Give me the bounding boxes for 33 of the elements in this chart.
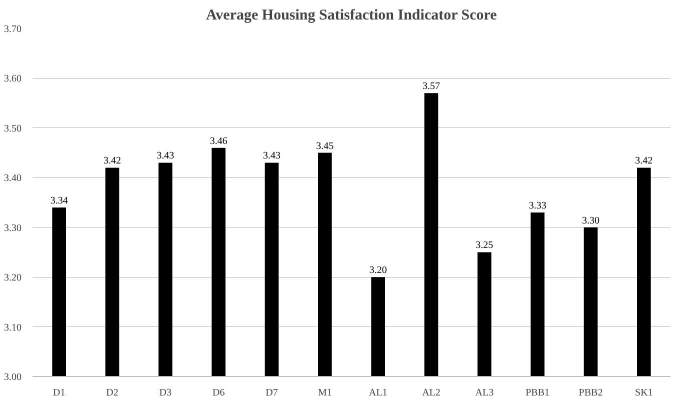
x-tick-label: AL2 bbox=[422, 388, 440, 398]
chart-title: Average Housing Satisfaction Indicator Score bbox=[206, 8, 498, 24]
y-tick-label: 3.60 bbox=[4, 74, 22, 85]
x-tick-label: AL1 bbox=[368, 388, 388, 398]
data-label: 3.20 bbox=[369, 265, 387, 276]
data-label: 3.30 bbox=[582, 215, 600, 226]
x-tick-label: PBB2 bbox=[578, 388, 603, 398]
x-tick-label: D7 bbox=[266, 388, 278, 398]
y-tick-label: 3.50 bbox=[4, 123, 22, 134]
data-label: 3.46 bbox=[210, 136, 228, 147]
data-label: 3.57 bbox=[422, 81, 440, 92]
data-label: 3.45 bbox=[316, 140, 334, 152]
data-label: 3.43 bbox=[156, 150, 174, 162]
x-tick-label: D3 bbox=[159, 388, 172, 398]
x-tick-label: AL3 bbox=[475, 388, 494, 398]
data-label: 3.43 bbox=[263, 150, 280, 162]
y-tick-label: 3.00 bbox=[4, 372, 22, 383]
data-label: 3.42 bbox=[635, 156, 653, 167]
x-tick-label: SK1 bbox=[635, 388, 653, 398]
y-tick-label: 3.10 bbox=[4, 322, 22, 334]
data-label: 3.33 bbox=[528, 200, 546, 212]
x-tick-label: D1 bbox=[52, 388, 66, 398]
x-tick-label: D6 bbox=[212, 388, 225, 398]
y-tick-label: 3.30 bbox=[4, 222, 22, 234]
data-label: 3.34 bbox=[50, 195, 68, 206]
x-tick-label: PBB1 bbox=[526, 388, 550, 398]
x-tick-label: M1 bbox=[318, 388, 332, 398]
data-label: 3.42 bbox=[104, 156, 121, 167]
y-tick-label: 3.40 bbox=[4, 173, 22, 184]
data-label: 3.25 bbox=[476, 240, 494, 252]
y-tick-label: 3.70 bbox=[4, 24, 22, 35]
x-tick-label: D2 bbox=[106, 388, 118, 398]
y-tick-label: 3.20 bbox=[4, 272, 22, 284]
